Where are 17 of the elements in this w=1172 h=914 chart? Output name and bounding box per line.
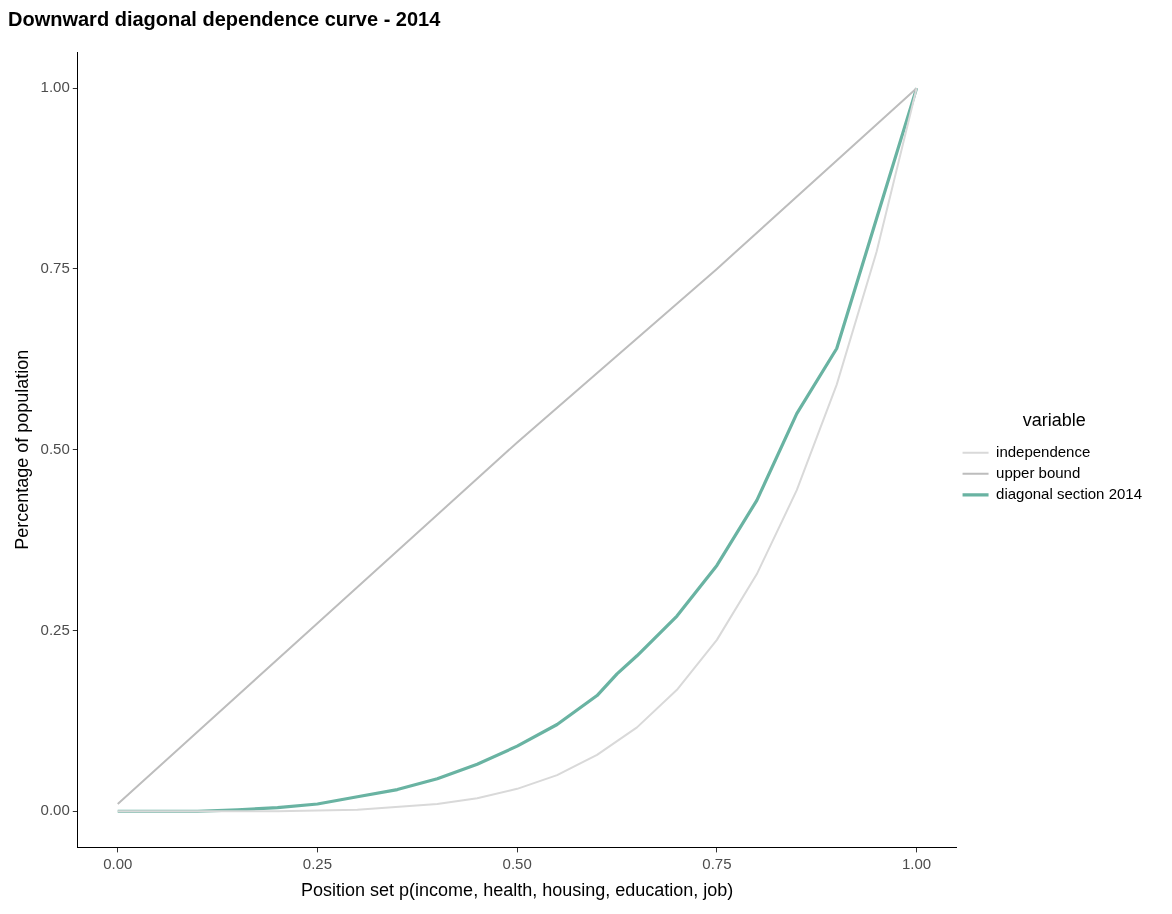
y-tick-label: 0.00 (40, 801, 70, 819)
legend-title: variable (1022, 409, 1086, 430)
x-axis-title: Position set p(income, health, housing, education, job) (301, 880, 734, 901)
y-tick-label: 1.00 (40, 78, 70, 96)
legend-label: diagonal section 2014 (996, 484, 1142, 502)
y-tick-label: 0.50 (40, 439, 70, 457)
x-tick-label: 1.00 (902, 854, 932, 872)
legend-label: independence (996, 442, 1091, 460)
y-tick-label: 0.25 (40, 620, 70, 638)
y-tick-label: 0.75 (40, 259, 70, 277)
x-tick-label: 0.50 (502, 854, 532, 872)
x-tick-label: 0.25 (302, 854, 333, 872)
y-axis-title: Percentage of population (11, 349, 32, 550)
legend-label: upper bound (996, 463, 1081, 481)
x-tick-label: 0.00 (103, 854, 133, 872)
chart-title: Downward diagonal dependence curve - 2014 (8, 7, 442, 30)
x-tick-label: 0.75 (702, 854, 732, 872)
